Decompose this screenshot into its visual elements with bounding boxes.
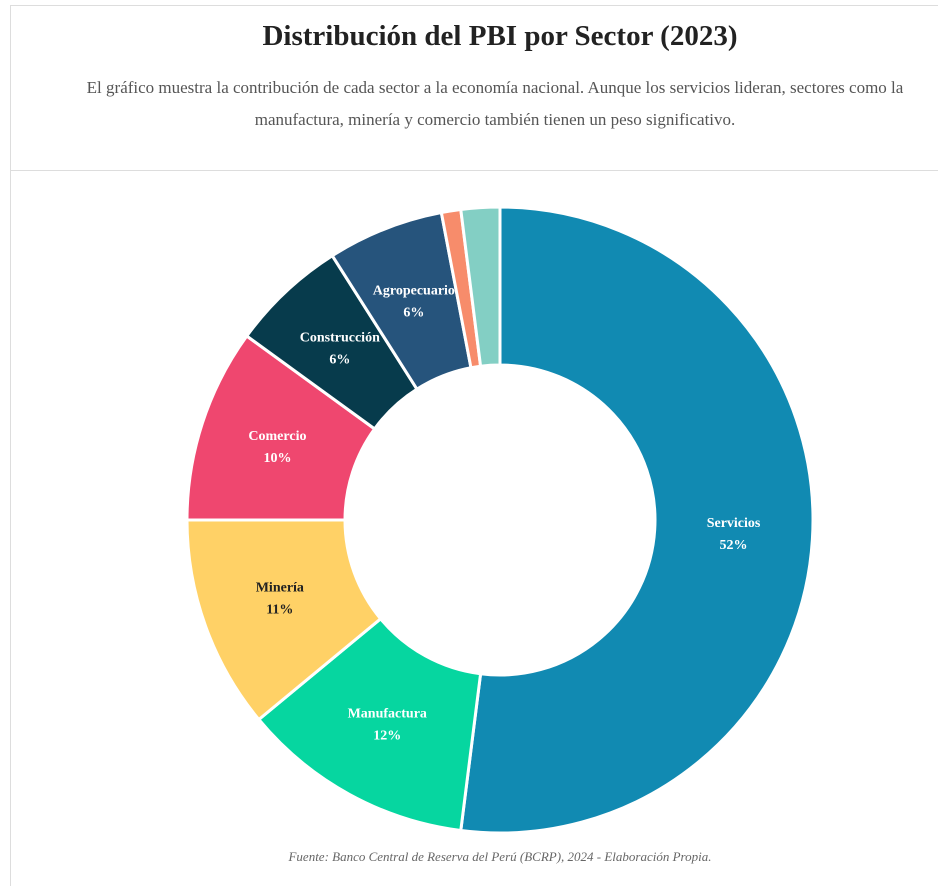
donut-slice [459,205,502,368]
slice-value-label: 12% [373,728,401,743]
slice-label: Agropecuario [373,284,455,299]
card [10,5,938,886]
separator [10,170,938,171]
chart-title: Distribución del PBI por Sector (2023) [262,20,738,52]
slice-value-label: 11% [266,602,293,617]
slice-label: Minería [256,580,304,595]
slice-label: Construcción [300,331,380,346]
slice-value-label: 6% [329,353,350,368]
slice-label: Manufactura [348,706,427,721]
slice-value-label: 10% [263,451,291,466]
source-note: Fuente: Banco Central de Reserva del Per… [288,849,712,864]
slice-value-label: 52% [720,538,748,553]
slice-label: Comercio [248,429,306,444]
chart-subtitle: El gráfico muestra la contribución de ca… [86,78,904,129]
slice-value-label: 6% [403,306,424,321]
donut-slice [256,616,483,833]
slice-label: Servicios [707,516,761,531]
donut-slice [459,205,815,835]
